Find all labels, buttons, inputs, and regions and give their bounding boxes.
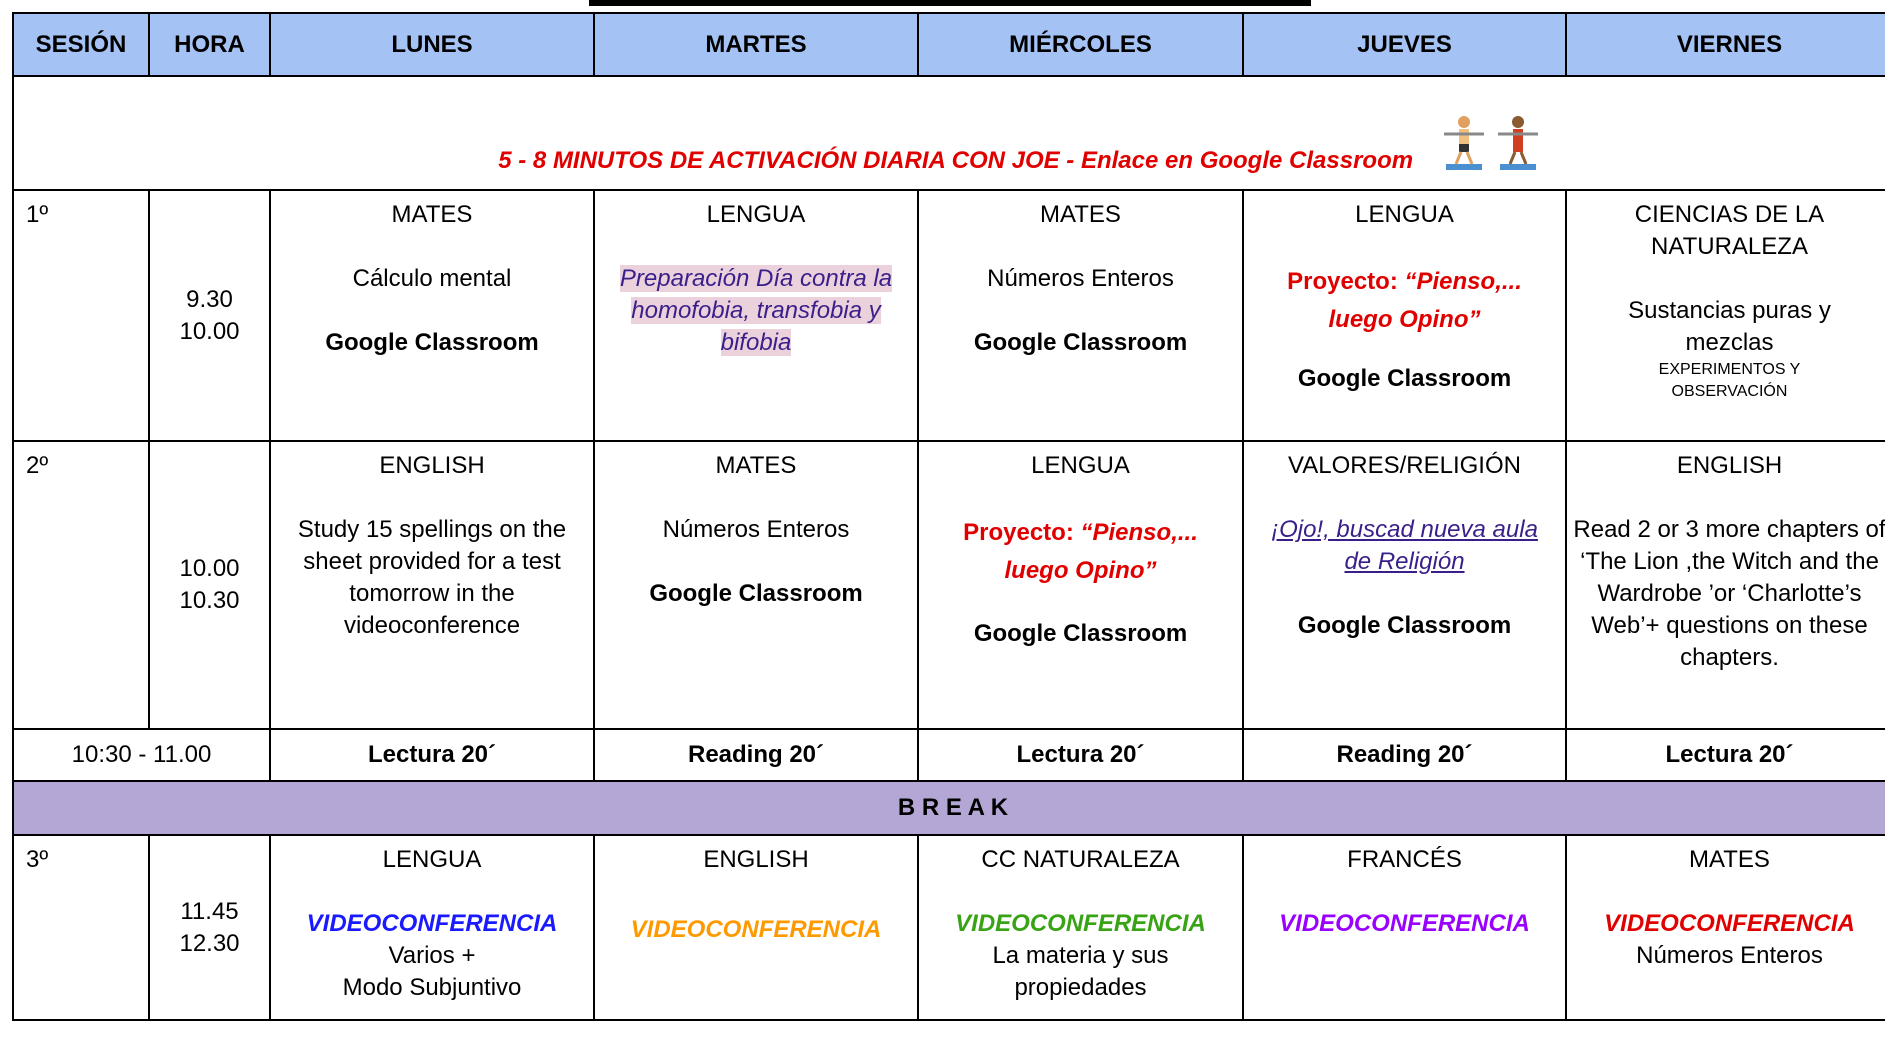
videoconference: VIDEOCONFERENCIA — [1604, 910, 1855, 937]
session-cell: 3º — [12, 834, 150, 1021]
subject: MATES — [391, 201, 473, 228]
header-cell: SESIÓN — [12, 12, 150, 77]
project-label: Proyecto: — [1287, 268, 1398, 295]
day-cell: CIENCIAS DE LA NATURALEZA Sustancias pur… — [1565, 189, 1885, 442]
day-cell: FRANCÉS VIDEOCONFERENCIA — [1242, 834, 1567, 1021]
subject: FRANCÉS — [1347, 846, 1462, 873]
topic: Números Enteros — [987, 265, 1174, 292]
day-cell: ENGLISH Read 2 or 3 more chapters of ‘Th… — [1565, 440, 1885, 730]
header-cell: MIÉRCOLES — [917, 12, 1244, 77]
subject: ENGLISH — [1676, 452, 1783, 479]
break-row: B R E A K — [12, 780, 1885, 836]
videoconference: VIDEOCONFERENCIA — [1279, 910, 1530, 937]
header-cell: MARTES — [593, 12, 919, 77]
reading-cell: Lectura 20´ — [1565, 728, 1885, 782]
subject: VALORES/RELIGIÓN — [1288, 452, 1521, 479]
platform: Google Classroom — [1297, 612, 1512, 639]
header-cell: HORA — [148, 12, 271, 77]
time: 10.00 — [179, 317, 240, 345]
subject: ENGLISH — [379, 452, 485, 479]
topic: Study 15 spellings on the sheet provided… — [297, 516, 567, 639]
activation-cell: 5 - 8 MINUTOS DE ACTIVACIÓN DIARIA CON J… — [12, 75, 1885, 191]
reading-cell: Lectura 20´ — [269, 728, 595, 782]
subject: CIENCIAS DE LA NATURALEZA — [1634, 201, 1825, 260]
subject: LENGUA — [1355, 201, 1454, 228]
subject: LENGUA — [1031, 452, 1130, 479]
videoconference: VIDEOCONFERENCIA — [306, 910, 558, 937]
topic: Preparación Día contra la homofobia, tra… — [619, 265, 893, 356]
time: 10.00 — [179, 555, 240, 582]
topic: Read 2 or 3 more chapters of ‘The Lion ,… — [1573, 516, 1885, 671]
session-cell: 1º — [12, 189, 150, 442]
session-row: 2º 10.00 10.30 ENGLISH Study 15 spellings… — [12, 440, 1885, 730]
project-title: “Pienso,... luego Opino” — [1328, 268, 1522, 333]
time-cell: 9.30 10.00 — [148, 189, 271, 442]
platform: Google Classroom — [1297, 365, 1512, 392]
topic: Sustancias puras y mezclas — [1628, 297, 1831, 356]
day-cell: LENGUA Proyecto: “Pienso,... luego Opino… — [1242, 189, 1567, 442]
day-cell: MATES Cálculo mental Google Classroom — [269, 189, 595, 442]
exercise-icon — [1443, 116, 1538, 170]
subject: MATES — [715, 452, 797, 479]
header-row: SESIÓN HORA LUNES MARTES MIÉRCOLES JUEVE… — [12, 12, 1885, 77]
day-cell: LENGUA VIDEOCONFERENCIA Varios + Modo Su… — [269, 834, 595, 1021]
time-cell: 10.00 10.30 — [148, 440, 271, 730]
platform: Google Classroom — [325, 329, 539, 356]
project-title: “Pienso,... luego Opino” — [1004, 519, 1198, 584]
session-row: 1º 9.30 10.00 MATES Cálculo mental Google… — [12, 189, 1885, 442]
header-cell: LUNES — [269, 12, 595, 77]
time: 12.30 — [179, 929, 240, 957]
time-cell: 11.45 12.30 — [148, 834, 271, 1021]
religion-link[interactable]: ¡Ojo!, buscad nueva aula de Religión — [1271, 516, 1538, 575]
header-cell: VIERNES — [1565, 12, 1885, 77]
platform: Google Classroom — [973, 329, 1188, 356]
reading-time: 10:30 - 11.00 — [12, 728, 271, 782]
subject: LENGUA — [382, 846, 482, 873]
time: 10.30 — [179, 587, 240, 614]
day-cell: MATES Números Enteros Google Classroom — [917, 189, 1244, 442]
day-cell: MATES VIDEOCONFERENCIA Números Enteros — [1565, 834, 1885, 1021]
day-cell: LENGUA Preparación Día contra la homofob… — [593, 189, 919, 442]
topic: Cálculo mental — [352, 265, 512, 292]
session-row: 3º 11.45 12.30 LENGUA VIDEOCONFERENCIA Va… — [12, 834, 1885, 1021]
topic: Varios + — [388, 942, 476, 969]
topic: La materia y sus propiedades — [992, 942, 1169, 1001]
header-cell: JUEVES — [1242, 12, 1567, 77]
subject: CC NATURALEZA — [981, 846, 1180, 873]
platform: Google Classroom — [973, 620, 1188, 647]
schedule-table: SESIÓN HORA LUNES MARTES MIÉRCOLES JUEVE… — [12, 12, 1885, 1021]
activation-row: 5 - 8 MINUTOS DE ACTIVACIÓN DIARIA CON J… — [12, 75, 1885, 191]
reading-cell: Reading 20´ — [593, 728, 919, 782]
subject: ENGLISH — [703, 846, 809, 873]
subject: MATES — [1689, 846, 1770, 873]
activation-text: 5 - 8 MINUTOS DE ACTIVACIÓN DIARIA CON J… — [498, 147, 1414, 174]
session-cell: 2º — [12, 440, 150, 730]
day-cell: CC NATURALEZA VIDEOCONFERENCIA La materi… — [917, 834, 1244, 1021]
subject: LENGUA — [706, 201, 806, 228]
time: 9.30 — [186, 285, 233, 313]
day-cell: ENGLISH VIDEOCONFERENCIA — [593, 834, 919, 1021]
topic: Modo Subjuntivo — [342, 974, 522, 1001]
note: EXPERIMENTOS Y OBSERVACIÓN — [1658, 361, 1801, 400]
break-cell: B R E A K — [12, 780, 1885, 836]
topic: Números Enteros — [1636, 942, 1823, 969]
day-cell: ENGLISH Study 15 spellings on the sheet … — [269, 440, 595, 730]
videoconference: VIDEOCONFERENCIA — [955, 910, 1206, 937]
title-underline — [589, 0, 1311, 6]
day-cell: MATES Números Enteros Google Classroom — [593, 440, 919, 730]
day-cell: VALORES/RELIGIÓN ¡Ojo!, buscad nueva aul… — [1242, 440, 1567, 730]
time: 11.45 — [180, 897, 239, 925]
reading-row: 10:30 - 11.00 Lectura 20´ Reading 20´ Le… — [12, 728, 1885, 782]
reading-cell: Reading 20´ — [1242, 728, 1567, 782]
topic: Números Enteros — [662, 516, 850, 543]
subject: MATES — [1040, 201, 1121, 228]
project-label: Proyecto: — [963, 519, 1074, 546]
day-cell: LENGUA Proyecto: “Pienso,... luego Opino… — [917, 440, 1244, 730]
platform: Google Classroom — [649, 580, 863, 607]
reading-cell: Lectura 20´ — [917, 728, 1244, 782]
videoconference: VIDEOCONFERENCIA — [630, 916, 882, 943]
